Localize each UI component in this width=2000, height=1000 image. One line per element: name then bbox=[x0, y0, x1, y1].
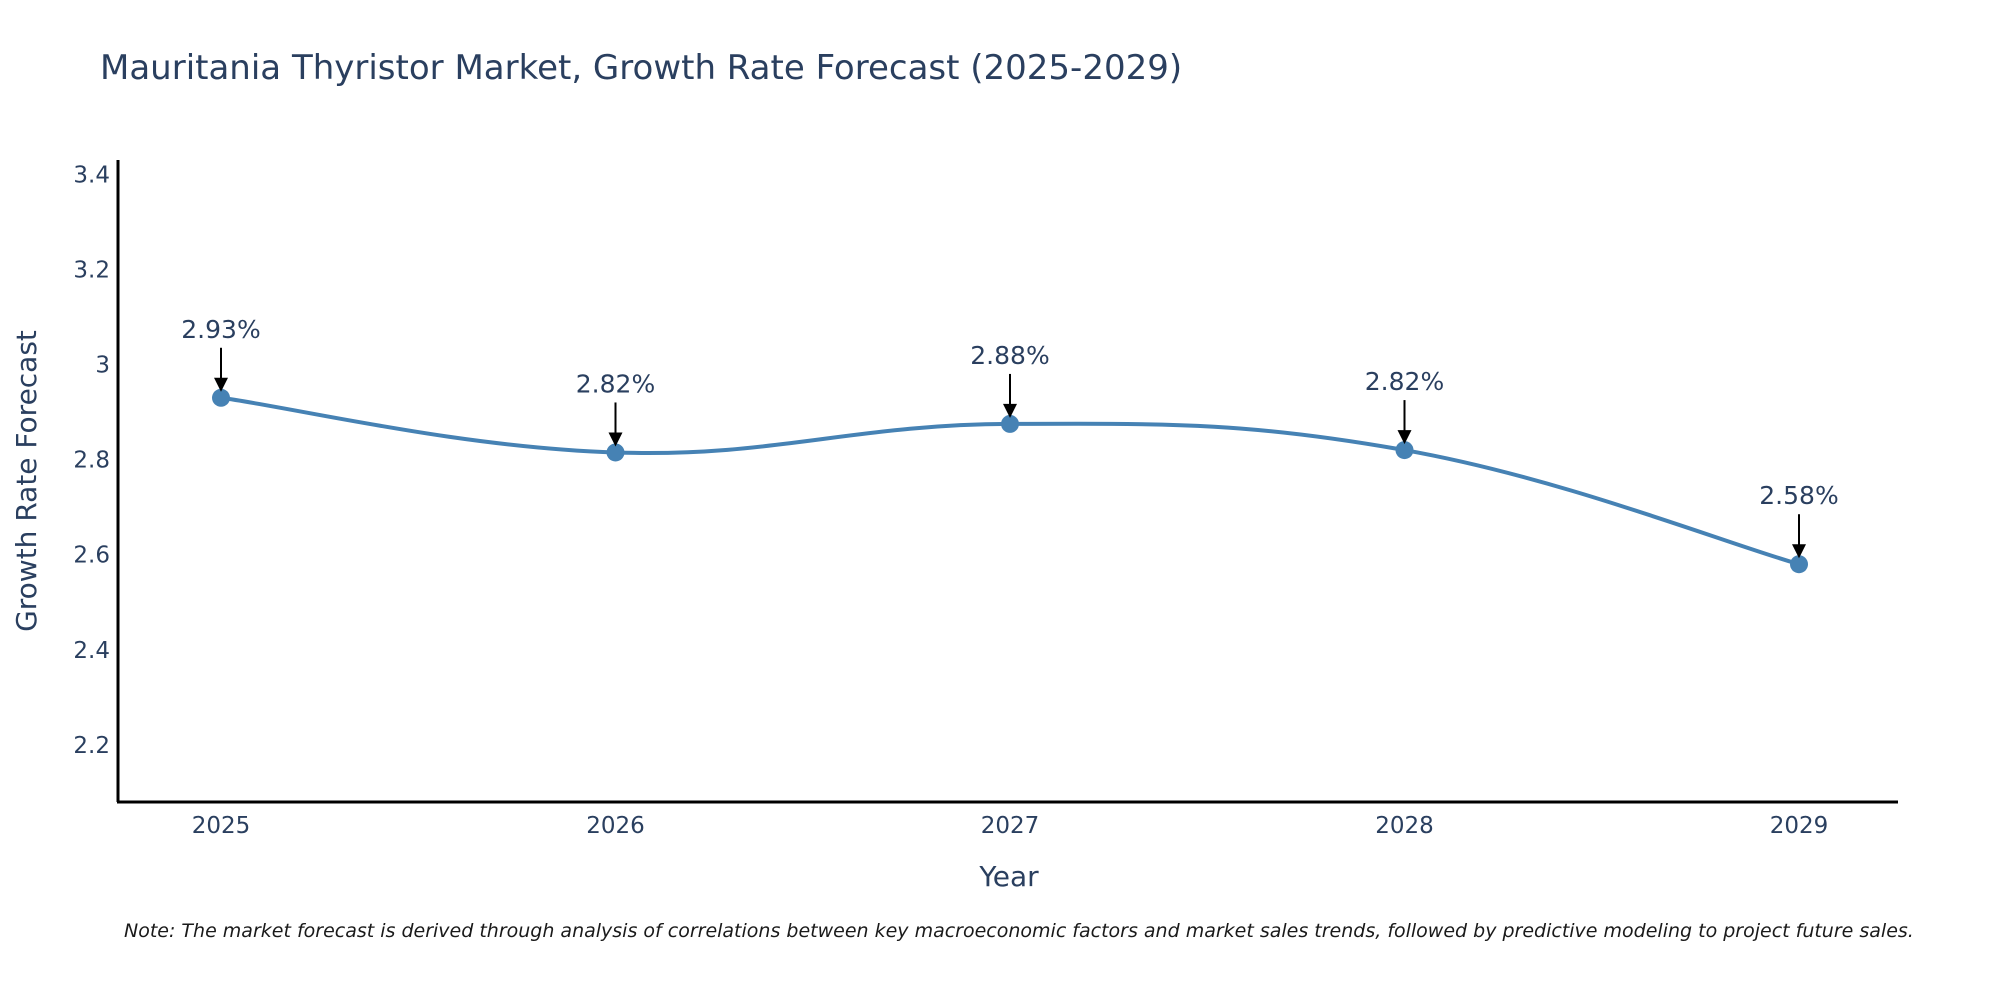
data-label: 2.88% bbox=[970, 341, 1049, 370]
y-tick-label: 2.4 bbox=[73, 638, 110, 664]
x-tick-label: 2026 bbox=[586, 813, 645, 839]
y-tick-label: 2.6 bbox=[73, 543, 110, 569]
x-tick-label: 2025 bbox=[192, 813, 251, 839]
data-label: 2.93% bbox=[181, 315, 260, 344]
data-label: 2.58% bbox=[1759, 481, 1838, 510]
annotation-arrow-head bbox=[214, 377, 228, 392]
x-tick-label: 2029 bbox=[1770, 813, 1829, 839]
data-label: 2.82% bbox=[1365, 367, 1444, 396]
annotation-arrow-head bbox=[1397, 430, 1412, 445]
chart-axes bbox=[116, 160, 1898, 804]
footnote: Note: The market forecast is derived thr… bbox=[124, 920, 1914, 942]
data-point bbox=[1395, 441, 1414, 460]
y-tick-label: 2.8 bbox=[73, 448, 110, 474]
y-tick-label: 3.4 bbox=[73, 162, 110, 188]
x-tick-label: 2028 bbox=[1375, 813, 1434, 839]
data-point bbox=[606, 443, 625, 462]
y-axis-title: Growth Rate Forecast bbox=[10, 330, 43, 632]
data-annotations: 2.93% 2.82% 2.88% 2.82% 2.58% bbox=[181, 315, 1839, 559]
x-tick-labels: 2025 2026 2027 2028 2029 bbox=[192, 813, 1829, 839]
y-tick-label: 3 bbox=[95, 352, 110, 378]
x-tick-label: 2027 bbox=[981, 813, 1040, 839]
data-markers bbox=[212, 388, 1808, 574]
x-axis-title: Year bbox=[978, 860, 1039, 893]
annotation-arrow-head bbox=[608, 432, 623, 447]
y-tick-labels: 2.2 2.4 2.6 2.8 3 3.2 3.4 bbox=[73, 162, 110, 759]
data-point bbox=[1001, 414, 1019, 433]
chart-title: Mauritania Thyristor Market, Growth Rate… bbox=[100, 48, 1183, 88]
annotation-arrow-head bbox=[1003, 403, 1017, 418]
data-point bbox=[1790, 555, 1808, 574]
data-label: 2.82% bbox=[576, 369, 655, 398]
data-point bbox=[212, 388, 230, 407]
y-tick-label: 2.2 bbox=[73, 733, 110, 759]
annotation-arrow-head bbox=[1792, 544, 1806, 559]
y-tick-label: 3.2 bbox=[73, 257, 110, 283]
